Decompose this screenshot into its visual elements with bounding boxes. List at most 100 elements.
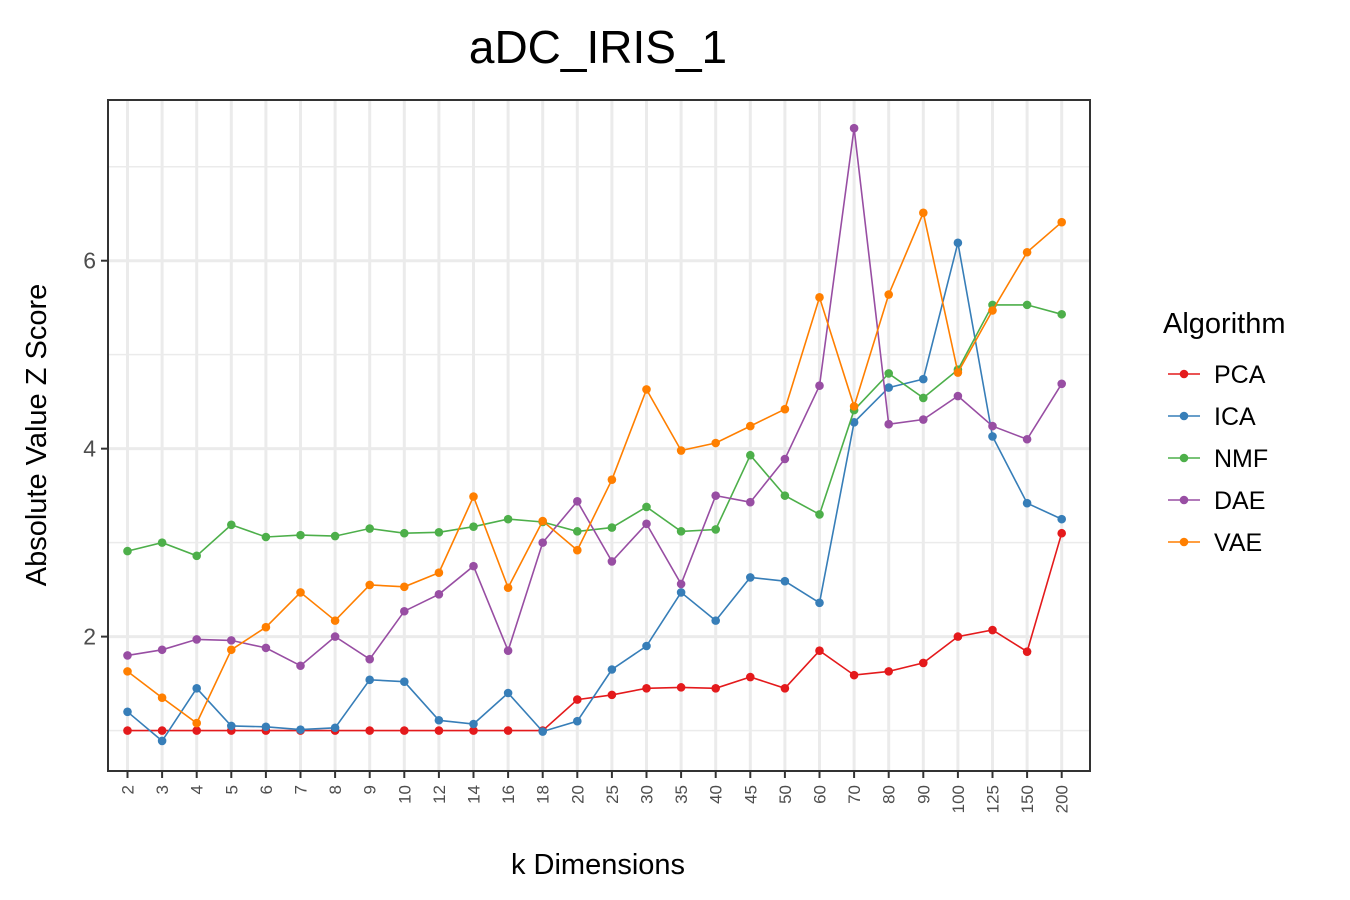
data-point-ica: [227, 721, 236, 731]
x-tick-label: 25: [603, 785, 622, 804]
data-point-nmf: [400, 528, 409, 538]
data-point-pca: [157, 726, 167, 735]
legend-key-point: [1179, 411, 1189, 421]
x-tick-label: 30: [638, 785, 657, 804]
x-tick-label: 150: [1018, 785, 1037, 813]
x-tick-label: 20: [568, 785, 587, 804]
x-tick-label: 3: [153, 785, 172, 794]
data-point-pca: [711, 683, 720, 693]
data-point-vae: [434, 568, 444, 578]
data-point-vae: [261, 622, 271, 632]
data-point-pca: [953, 632, 963, 641]
data-point-pca: [469, 726, 478, 735]
y-tick-label: 6: [83, 248, 96, 274]
data-point-pca: [400, 726, 409, 735]
legend-key-point: [1179, 453, 1189, 463]
data-point-nmf: [780, 491, 790, 500]
x-tick-label: 7: [292, 785, 311, 794]
data-point-vae: [400, 582, 409, 592]
data-point-vae: [676, 446, 686, 455]
data-point-pca: [123, 726, 132, 735]
x-tick-label: 80: [880, 785, 899, 804]
data-point-vae: [123, 667, 132, 676]
data-point-ica: [711, 616, 720, 625]
data-point-pca: [884, 667, 893, 676]
data-point-ica: [330, 723, 340, 733]
series-line-nmf: [127, 304, 1062, 557]
data-point-dae: [434, 590, 444, 599]
data-point-vae: [157, 693, 167, 702]
data-point-dae: [123, 651, 132, 660]
series-nmf: [123, 300, 1066, 561]
legend-key-point: [1179, 495, 1189, 505]
series-line-ica: [126, 242, 1063, 743]
x-tick-label: 14: [465, 785, 484, 804]
data-point-ica: [676, 588, 686, 597]
x-tick-label: 4: [188, 785, 207, 794]
data-point-dae: [642, 519, 651, 529]
data-point-dae: [884, 419, 893, 429]
data-point-nmf: [157, 538, 167, 547]
legend-label: ICA: [1214, 403, 1256, 431]
x-axis: 2 3 4 5 6 7 8 9 10 12 14 16 18 20 25 30 35 40 45 50 60 70 80 90…: [119, 771, 1072, 813]
data-point-nmf: [642, 502, 651, 512]
plot-background: [108, 100, 1090, 771]
data-point-dae: [503, 646, 513, 656]
legend-label: PCA: [1214, 361, 1266, 389]
data-point-nmf: [573, 527, 582, 536]
data-point-ica: [469, 719, 478, 729]
data-point-dae: [296, 661, 305, 671]
x-tick-label: 200: [1053, 785, 1072, 813]
legend-key-point: [1179, 369, 1189, 379]
data-point-dae: [676, 579, 686, 589]
data-point-dae: [365, 654, 375, 664]
data-point-dae: [953, 391, 963, 401]
x-tick-label: 12: [430, 785, 449, 804]
data-point-nmf: [434, 527, 444, 537]
data-point-nmf: [503, 514, 513, 524]
x-tick-label: 16: [499, 785, 518, 804]
data-point-pca: [642, 683, 651, 693]
data-point-ica: [919, 374, 928, 384]
data-point-ica: [157, 736, 167, 746]
data-point-ica: [296, 725, 305, 734]
data-point-dae: [261, 643, 271, 653]
data-point-ica: [815, 598, 824, 608]
x-tick-label: 5: [222, 785, 241, 794]
data-point-pca: [815, 646, 824, 656]
data-point-ica: [400, 677, 409, 687]
x-tick-label: 90: [914, 785, 933, 804]
data-point-dae: [1022, 434, 1032, 444]
data-point-ica: [607, 665, 617, 674]
series-vae: [123, 208, 1066, 728]
data-point-vae: [296, 588, 305, 597]
legend-label: VAE: [1214, 529, 1262, 557]
data-point-vae: [469, 492, 478, 501]
data-point-pca: [192, 726, 201, 735]
data-point-vae: [919, 208, 928, 218]
data-point-dae: [988, 421, 997, 431]
data-point-vae: [607, 475, 617, 484]
data-point-nmf: [746, 450, 755, 460]
series-line-vae: [127, 210, 1063, 725]
series-line-dae: [127, 128, 1063, 667]
data-point-dae: [919, 415, 928, 424]
data-point-ica: [1022, 498, 1032, 508]
data-point-vae: [365, 580, 375, 590]
data-point-vae: [503, 583, 513, 593]
data-point-nmf: [1022, 300, 1032, 310]
data-point-ica: [573, 716, 582, 726]
data-point-pca: [573, 695, 582, 704]
data-point-dae: [157, 645, 167, 655]
data-point-pca: [1022, 647, 1032, 656]
data-point-dae: [780, 454, 790, 464]
data-point-dae: [1057, 379, 1066, 389]
data-point-ica: [988, 432, 997, 441]
data-point-dae: [607, 557, 617, 566]
data-point-dae: [330, 632, 340, 641]
x-tick-label: 10: [395, 785, 414, 804]
data-point-vae: [711, 438, 720, 448]
legend-item-dae: DAE: [1168, 487, 1265, 515]
plot-background-rect: [108, 100, 1090, 771]
